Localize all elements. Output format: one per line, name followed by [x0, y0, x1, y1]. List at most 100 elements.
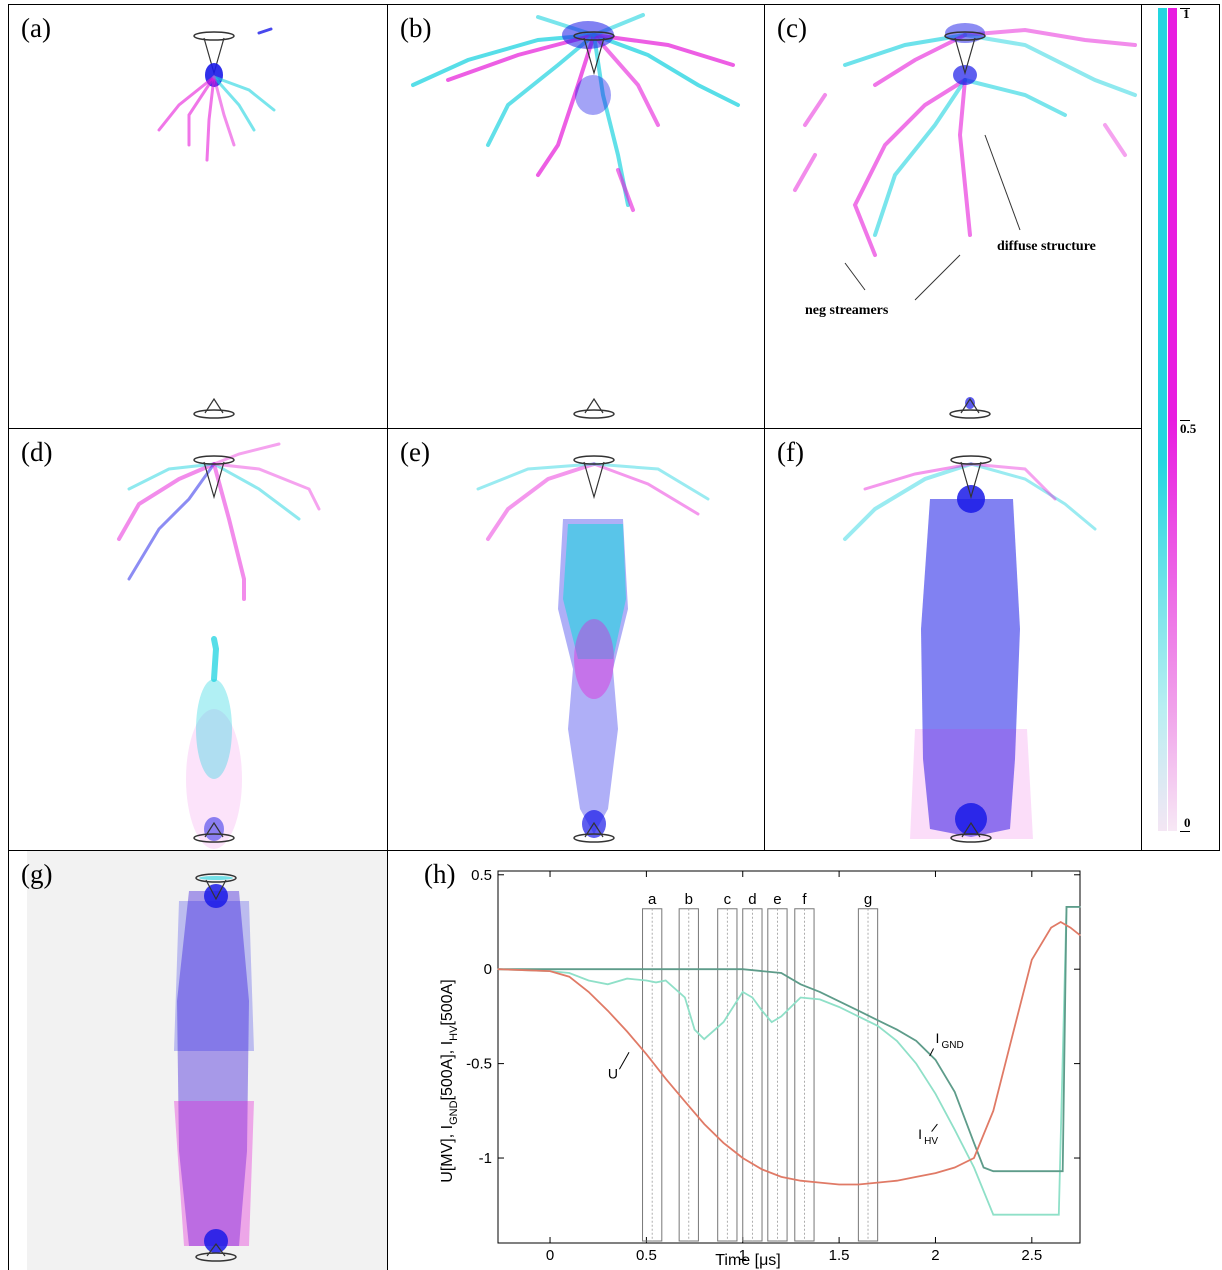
series-point-i-hv [934, 1093, 937, 1095]
series-point-u [877, 1181, 879, 1184]
series-point-i-gnd [1065, 906, 1068, 908]
frame-label-f: f [802, 891, 807, 908]
series-point-i-hv [992, 1214, 994, 1216]
series-point-i-gnd [549, 968, 551, 970]
series-point-u [915, 1176, 917, 1178]
panel-g: (g) [9, 851, 387, 1270]
series-point-i-hv [587, 979, 590, 982]
panel-e-image [476, 455, 710, 843]
series-point-i-gnd [819, 991, 821, 993]
series-point-u [549, 970, 551, 972]
colorbar-tick-1: 1 [1183, 6, 1190, 21]
series-point-u [1079, 934, 1081, 936]
annotation-diffuse-structure: diffuse structure [997, 239, 1096, 254]
series-point-i-gnd [1011, 1170, 1014, 1172]
series-point-i-hv [838, 1006, 840, 1008]
series-label-i-gnd: I [935, 1030, 939, 1046]
colorbar-tick-mark-1 [1180, 8, 1190, 9]
series-point-i-hv [742, 991, 744, 993]
y-label-sub-gnd: GND [448, 1100, 460, 1125]
y-tick-label-0.5: 0.5 [471, 867, 492, 884]
annotation-neg-streamers: neg streamers [805, 303, 889, 318]
series-point-u [780, 1176, 782, 1178]
series-point-i-hv [771, 1021, 773, 1023]
series-point-i-hv [877, 1025, 879, 1027]
grid-col1-divider [387, 4, 388, 1270]
x-tick-label-0: 0 [546, 1247, 554, 1264]
series-point-i-gnd [934, 1059, 937, 1061]
y-label-sub-hv: HV [448, 1025, 460, 1041]
colorbar [1158, 8, 1178, 831]
grid-col3-divider [1141, 4, 1142, 850]
series-point-i-hv [568, 972, 570, 974]
series-point-u [703, 1123, 705, 1125]
series-point-u [568, 976, 570, 978]
chart-plot-frame [497, 870, 1081, 1244]
x-tick-label-0.5: 0.5 [636, 1247, 657, 1264]
panel-d-image [117, 442, 321, 849]
series-point-u [799, 1180, 802, 1182]
series-point-i-hv [857, 1015, 859, 1018]
series-point-u [626, 1030, 628, 1033]
panel-h-label: (h) [424, 859, 456, 889]
y-tick-label-0: 0 [484, 961, 492, 978]
panel-a: (a) [9, 5, 387, 428]
colorbar-cyan-strip [1158, 8, 1167, 831]
x-tick-label-2: 2 [931, 1247, 939, 1264]
series-point-i-gnd [1079, 906, 1081, 908]
series-point-i-hv [819, 998, 821, 1001]
series-point-i-hv [684, 996, 686, 999]
series-point-u [607, 1010, 609, 1012]
series-point-i-gnd [877, 1019, 879, 1021]
series-point-u [934, 1172, 937, 1174]
colorbar-tick-0: 0 [1184, 815, 1191, 830]
series-point-i-hv [896, 1040, 898, 1042]
panel-d-label: (d) [21, 437, 53, 467]
series-point-u [896, 1180, 898, 1182]
grid-frame-left [8, 4, 9, 1270]
series-label-i-hv: I [918, 1126, 922, 1142]
series-point-i-hv [645, 979, 647, 982]
grid-row1-divider [8, 428, 1142, 429]
series-point-u [1060, 921, 1062, 923]
y-label-part-2: [500A], I [439, 1041, 456, 1101]
series-point-u [1050, 927, 1052, 929]
series-point-u [857, 1183, 859, 1186]
series-point-i-hv [703, 1038, 705, 1040]
colorbar-tick-mark-0-5 [1180, 420, 1190, 421]
series-point-i-hv [751, 996, 753, 999]
series-point-u [587, 991, 590, 993]
colorbar-tick-0-5: 0.5 [1180, 421, 1197, 436]
series-point-u [722, 1142, 725, 1144]
panel-g-image [27, 851, 387, 1270]
series-point-i-hv [665, 979, 667, 982]
series-point-u [1069, 927, 1071, 929]
frame-label-e: e [773, 891, 781, 908]
series-point-i-hv [626, 978, 628, 980]
chart-h: U[MV], IGND[500A], IHV[500A] Time [μs] 0… [439, 867, 1081, 1269]
panel-e: (e) [388, 429, 764, 850]
series-point-i-gnd [857, 1010, 859, 1012]
panel-e-label: (e) [400, 437, 430, 467]
series-point-u [665, 1078, 667, 1080]
series-label-i-hv-arrow [931, 1123, 938, 1132]
panel-c-image [793, 23, 1137, 419]
series-point-i-hv [1031, 1214, 1033, 1216]
series-point-i-hv [790, 1006, 792, 1008]
colorbar-tick-mark-0 [1180, 831, 1190, 832]
frame-label-b: b [685, 891, 693, 908]
y-tick-label--1: -1 [479, 1150, 492, 1167]
series-point-u [973, 1157, 975, 1159]
panel-c-label: (c) [777, 13, 807, 43]
series-point-i-gnd [983, 1166, 985, 1169]
series-point-u [992, 1110, 994, 1112]
x-tick-label-2.5: 2.5 [1021, 1247, 1042, 1264]
series-point-i-hv [780, 1015, 782, 1018]
series-point-i-hv [722, 1021, 725, 1023]
series-point-i-gnd [780, 972, 782, 974]
panel-f: (f) [765, 429, 1141, 850]
panel-f-image [843, 455, 1097, 843]
series-line-i-hv [497, 906, 1080, 1216]
frame-label-g: g [864, 891, 872, 908]
series-point-i-hv [655, 981, 657, 984]
